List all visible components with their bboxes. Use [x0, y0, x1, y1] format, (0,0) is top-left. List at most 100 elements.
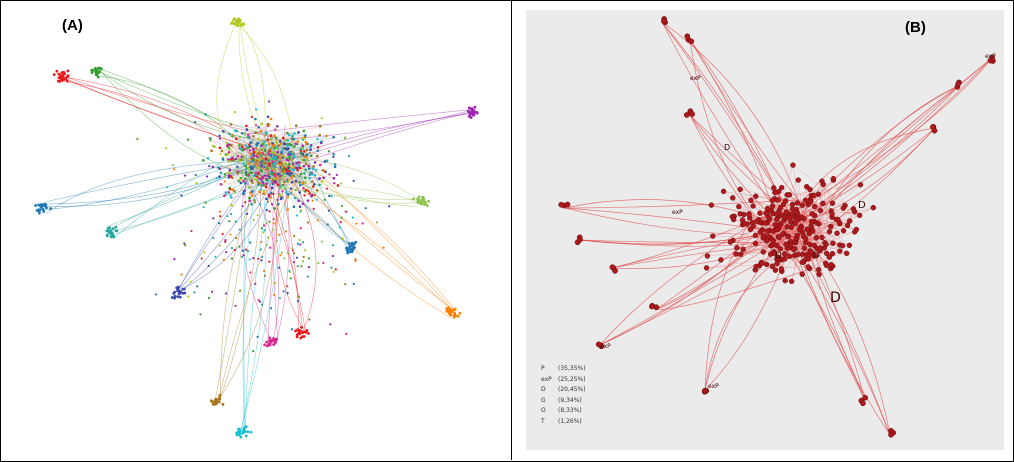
- network-a-node: [235, 137, 238, 141]
- network-a-node: [272, 218, 275, 221]
- network-b-node: [703, 265, 710, 271]
- network-b-node: [837, 248, 843, 254]
- network-a-node: [249, 180, 252, 183]
- network-a-node: [291, 247, 294, 250]
- network-b-edge: [804, 84, 961, 210]
- network-a-node: [344, 210, 347, 213]
- network-a-node: [238, 289, 242, 292]
- network-b-node: [802, 235, 809, 242]
- network-b-node: [931, 127, 938, 134]
- panel-b-label: (B): [905, 19, 926, 36]
- network-a-node: [41, 204, 45, 208]
- legend-value: (25,25%): [558, 375, 586, 383]
- network-a-node: [300, 325, 303, 329]
- network-a-node: [297, 164, 301, 167]
- network-a-edge: [177, 144, 275, 292]
- network-a-edge: [239, 126, 321, 146]
- network-b-node: [772, 189, 778, 196]
- network-a-node: [256, 214, 259, 217]
- network-b-edge: [755, 264, 832, 271]
- network-a-edge: [243, 154, 254, 164]
- network-b-node: [757, 229, 763, 235]
- network-a-node: [222, 130, 225, 133]
- network-a-node: [273, 341, 277, 345]
- network-a-edge: [275, 171, 418, 204]
- network-a-node: [238, 228, 241, 231]
- network-b-edge: [704, 223, 750, 391]
- network-b-edge: [789, 127, 936, 227]
- network-a-edge: [266, 135, 327, 168]
- network-b-node: [860, 400, 866, 407]
- legend-value: (35,35%): [558, 365, 586, 372]
- network-b-node: [783, 241, 789, 248]
- network-b-node: [780, 201, 787, 208]
- network-a-node: [340, 204, 344, 208]
- network-a-node: [225, 250, 228, 254]
- network-b-edge: [791, 236, 804, 282]
- network-a-node: [49, 207, 53, 210]
- network-a-node: [238, 135, 242, 139]
- network-a-edge: [274, 176, 281, 209]
- network-b-node: [762, 220, 769, 226]
- network-a-node: [166, 186, 169, 189]
- network-a-edge: [288, 153, 303, 158]
- network-b-node: [888, 431, 894, 438]
- network-a-node: [453, 311, 457, 315]
- network-a-node: [296, 143, 299, 146]
- network-a-node: [218, 397, 222, 400]
- network-b-node: [794, 200, 801, 206]
- network-b-edge: [732, 197, 758, 222]
- network-a-node: [302, 158, 306, 162]
- network-b-node-label: D: [813, 251, 820, 261]
- network-b-node-label: D: [775, 251, 782, 261]
- network-b-node: [811, 242, 817, 249]
- network-b-node: [823, 262, 830, 269]
- network-a-node: [256, 335, 259, 338]
- network-a-node: [263, 140, 267, 143]
- network-a-node: [236, 165, 239, 168]
- network-b-node: [811, 192, 817, 199]
- network-a-node: [266, 115, 270, 119]
- network-a-node: [420, 200, 424, 204]
- network-a-node: [266, 122, 270, 126]
- network-a-node: [248, 199, 251, 203]
- network-a-edge: [242, 133, 306, 136]
- network-a-node: [352, 242, 356, 246]
- network-a-node: [352, 179, 355, 182]
- network-a-node: [304, 142, 308, 146]
- network-a-node: [292, 137, 296, 141]
- network-a-node: [264, 131, 268, 134]
- network-a-node: [217, 222, 221, 225]
- network-a-node: [247, 162, 251, 166]
- network-a-edge: [231, 125, 268, 146]
- network-a-node: [55, 69, 59, 73]
- network-a-edge: [255, 132, 294, 171]
- network-a-node: [233, 129, 237, 132]
- network-a-node: [254, 117, 257, 121]
- network-a-node: [184, 244, 187, 247]
- network-b-edge: [785, 214, 891, 436]
- network-a-node: [273, 151, 277, 155]
- network-a-node: [272, 155, 276, 159]
- network-a-edge: [111, 174, 257, 232]
- network-a-node: [275, 239, 278, 242]
- network-a-node: [200, 257, 203, 260]
- network-a-node: [244, 425, 248, 429]
- network-a-node: [208, 164, 211, 168]
- network-a-node: [267, 159, 270, 162]
- network-b-node: [775, 197, 781, 203]
- network-a-node: [96, 66, 100, 70]
- network-a-node: [286, 131, 289, 135]
- network-a-node: [180, 194, 183, 197]
- network-a-node: [253, 199, 256, 202]
- network-b-node: [796, 227, 803, 233]
- network-a-node: [293, 132, 296, 135]
- network-a-edge: [231, 192, 287, 198]
- network-a-node: [259, 129, 263, 133]
- network-a-node: [207, 296, 211, 300]
- legend: P (35,35%) exP (25,25%) D (20,45%) G (9,34%)…: [541, 364, 586, 428]
- network-a-node: [227, 160, 231, 163]
- network-a-edge: [275, 157, 290, 346]
- network-a-node: [37, 211, 41, 215]
- network-a-node: [256, 141, 260, 145]
